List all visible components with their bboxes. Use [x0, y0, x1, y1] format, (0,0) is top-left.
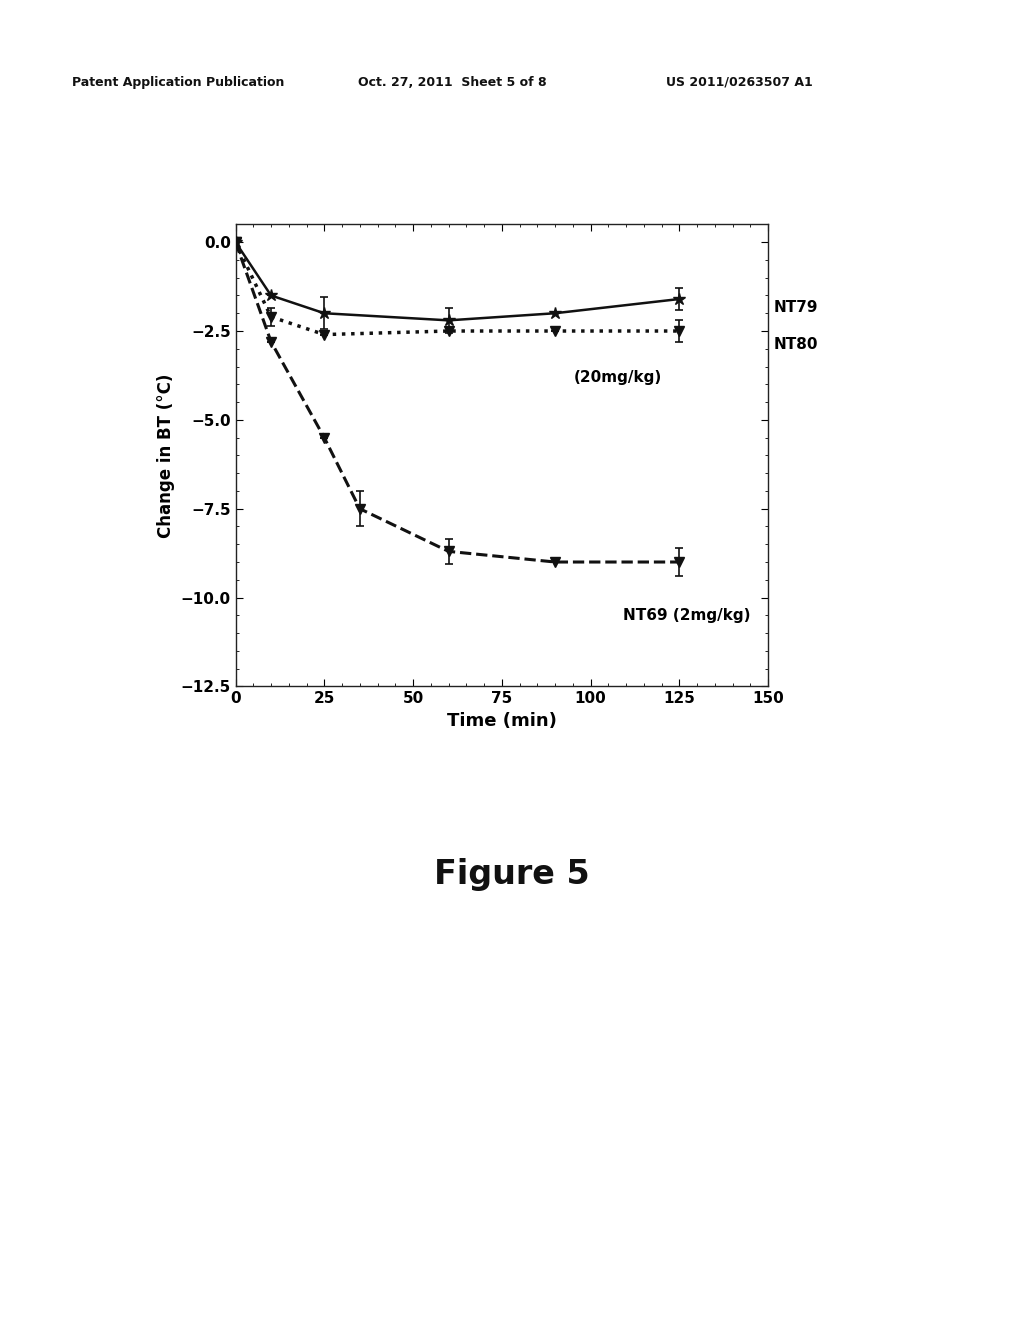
Text: NT80: NT80 — [773, 337, 818, 352]
Text: Patent Application Publication: Patent Application Publication — [72, 75, 284, 88]
X-axis label: Time (min): Time (min) — [446, 711, 557, 730]
Text: US 2011/0263507 A1: US 2011/0263507 A1 — [666, 75, 812, 88]
Text: NT69 (2mg/kg): NT69 (2mg/kg) — [623, 607, 751, 623]
Y-axis label: Change in BT (°C): Change in BT (°C) — [157, 374, 175, 537]
Text: NT79: NT79 — [773, 300, 818, 315]
Text: Figure 5: Figure 5 — [434, 858, 590, 891]
Text: Oct. 27, 2011  Sheet 5 of 8: Oct. 27, 2011 Sheet 5 of 8 — [358, 75, 547, 88]
Text: (20mg/kg): (20mg/kg) — [573, 370, 662, 384]
